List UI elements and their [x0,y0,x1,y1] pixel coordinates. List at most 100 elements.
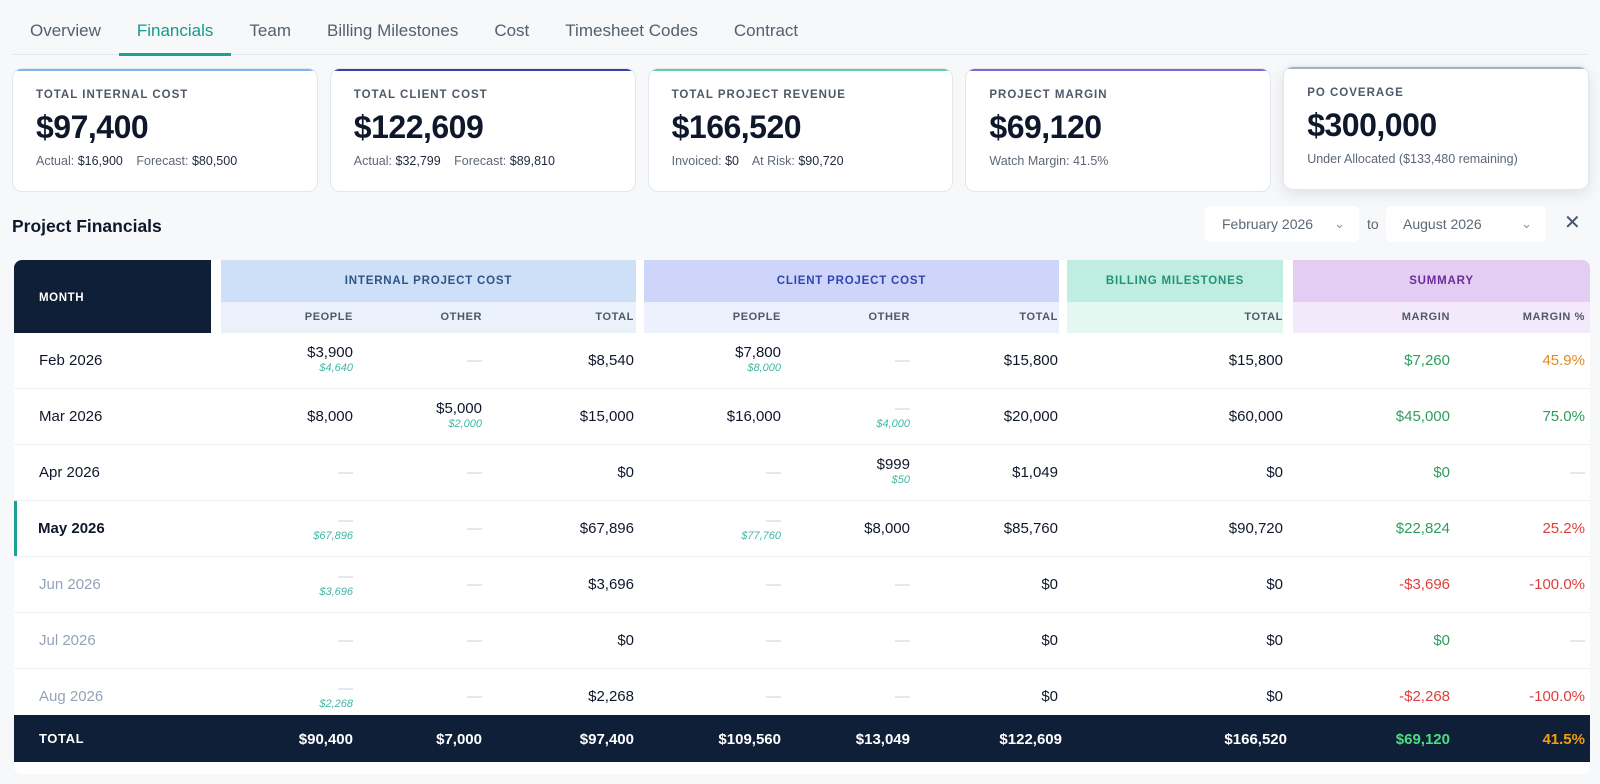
card-label: PROJECT MARGIN [989,89,1108,101]
tab-cost[interactable]: Cost [494,21,530,40]
client-other-cell: — [895,688,910,705]
card-label: TOTAL CLIENT COST [353,89,488,101]
margin-cell: $45,000 [1395,408,1450,425]
col-client-total[interactable]: TOTAL [1019,311,1058,323]
margin-pct-cell: 75.0% [1542,408,1585,425]
col-margin-pct[interactable]: MARGIN % [1522,311,1585,323]
summary-subheader-row [1293,302,1590,333]
margin-cell: $22,824 [1395,520,1450,537]
client-total-cell: $15,800 [1003,352,1058,369]
client-people-cell: $16,000 [726,408,781,425]
table-row[interactable]: Aug 2026 — $2,268 — $2,268 — — $0 $0 -$2,… [14,669,1590,715]
card-total-internal-cost: TOTAL INTERNAL COST $97,400 Actual: $16,… [12,68,318,192]
internal-people-cell: — $67,896 [313,512,353,542]
card-po-coverage[interactable]: PO COVERAGE $300,000 Under Allocated ($1… [1283,66,1589,190]
internal-total-cell: $67,896 [579,520,634,537]
chevron-down-icon: ⌄ [1334,216,1345,231]
card-total-client-cost: TOTAL CLIENT COST $122,609 Actual: $32,7… [329,68,636,192]
row-month: Aug 2026 [39,688,104,705]
tab-contract[interactable]: Contract [733,21,799,40]
margin-cell: -$2,268 [1399,688,1450,705]
tab-team[interactable]: Team [249,21,291,40]
card-value: $166,520 [671,109,802,145]
row-month: Mar 2026 [39,408,103,425]
table-row[interactable]: May 2026 — $67,896 — $67,896 — $77,760 $8,… [14,501,1590,557]
card-label: TOTAL PROJECT REVENUE [671,89,846,101]
client-total-cell: $0 [1041,688,1058,705]
client-subheader-row [644,302,1059,333]
internal-total-cell: $0 [617,464,634,481]
date-to-value: August 2026 [1403,216,1482,232]
margin-cell: $0 [1433,632,1450,649]
client-people-cell: — [766,632,781,649]
date-range-to-label: to [1367,216,1379,232]
chevron-down-icon: ⌄ [1521,216,1532,231]
table-row[interactable]: Apr 2026 — — $0 — $999 $50 $1,049 $0 $0 — [14,445,1590,501]
internal-total-cell: $2,268 [588,688,634,705]
col-internal-other[interactable]: OTHER [440,311,482,323]
tab-billing-milestones[interactable]: Billing Milestones [326,21,459,40]
tab-timesheet-codes[interactable]: Timesheet Codes [565,21,698,40]
total-margin: $69,120 [1395,731,1450,748]
internal-cost-group-header: INTERNAL PROJECT COST [221,260,636,302]
billing-total-cell: $15,800 [1228,352,1283,369]
margin-pct-cell: — [1570,464,1585,481]
internal-people-cell: $8,000 [307,408,353,425]
total-client-other: $13,049 [855,731,910,748]
billing-total-cell: $90,720 [1228,520,1283,537]
client-total-cell: $1,049 [1012,464,1058,481]
client-total-cell: $0 [1041,576,1058,593]
internal-other-cell: — [467,352,482,369]
row-month: Jun 2026 [39,576,101,593]
section-title: Project Financials [12,216,162,236]
margin-pct-cell: -100.0% [1529,576,1585,593]
tab-overview[interactable]: Overview [30,21,101,40]
card-subtext: Invoiced: $0 At Risk: $90,720 [671,154,844,168]
date-from-select[interactable]: February 2026 ⌄ [1205,206,1359,242]
tab-financials[interactable]: Financials [118,0,232,56]
billing-total-cell: $0 [1266,576,1283,593]
internal-total-cell: $15,000 [579,408,634,425]
col-internal-total[interactable]: TOTAL [595,311,634,323]
card-project-margin: PROJECT MARGIN $69,120 Watch Margin: 41.… [965,68,1272,192]
internal-people-cell: — [338,632,353,649]
internal-other-cell: — [467,464,482,481]
client-people-cell: — [766,576,781,593]
total-internal-total: $97,400 [579,731,634,748]
client-total-cell: $20,000 [1003,408,1058,425]
billing-total-cell: $0 [1266,464,1283,481]
card-value: $97,400 [36,109,149,145]
margin-cell: -$3,696 [1399,576,1450,593]
table-row[interactable]: Mar 2026 $8,000 $5,000 $2,000 $15,000 $16… [14,389,1590,445]
col-client-people[interactable]: PEOPLE [732,311,781,323]
card-value: $300,000 [1307,107,1437,143]
col-internal-people[interactable]: PEOPLE [304,311,353,323]
close-icon[interactable]: ✕ [1564,212,1581,234]
client-people-cell: — $77,760 [741,512,781,542]
client-other-cell: — [895,632,910,649]
billing-milestones-group-header: BILLING MILESTONES [1067,260,1283,302]
financials-table: MONTH INTERNAL PROJECT COST CLIENT PROJE… [14,260,1590,774]
client-other-cell: $8,000 [864,520,910,537]
card-subtext: Actual: $32,799 Forecast: $89,810 [353,154,555,168]
date-to-select[interactable]: August 2026 ⌄ [1386,206,1546,242]
margin-pct-cell: 25.2% [1542,520,1585,537]
col-margin[interactable]: MARGIN [1401,311,1450,323]
card-value: $69,120 [989,109,1102,145]
table-row[interactable]: Jun 2026 — $3,696 — $3,696 — — $0 $0 -$3,… [14,557,1590,613]
totals-row: TOTAL $90,400 $7,000 $97,400 $109,560 $1… [14,715,1590,762]
month-header: MONTH [14,260,211,333]
card-value: $122,609 [353,109,484,145]
col-client-other[interactable]: OTHER [868,311,910,323]
internal-other-cell: $5,000 $2,000 [436,400,482,430]
table-row[interactable]: Feb 2026 $3,900 $4,640 — $8,540 $7,800 $8,… [14,333,1590,389]
card-total-project-revenue: TOTAL PROJECT REVENUE $166,520 Invoiced:… [647,68,954,192]
total-internal-people: $90,400 [298,731,353,748]
summary-group-header: SUMMARY [1293,260,1590,302]
internal-total-cell: $8,540 [588,352,634,369]
internal-subheader-row [221,302,636,333]
client-people-cell: — [766,688,781,705]
col-billing-total[interactable]: TOTAL [1244,311,1283,323]
client-people-cell: $7,800 $8,000 [735,344,781,374]
table-row[interactable]: Jul 2026 — — $0 — — $0 $0 $0 — [14,613,1590,669]
